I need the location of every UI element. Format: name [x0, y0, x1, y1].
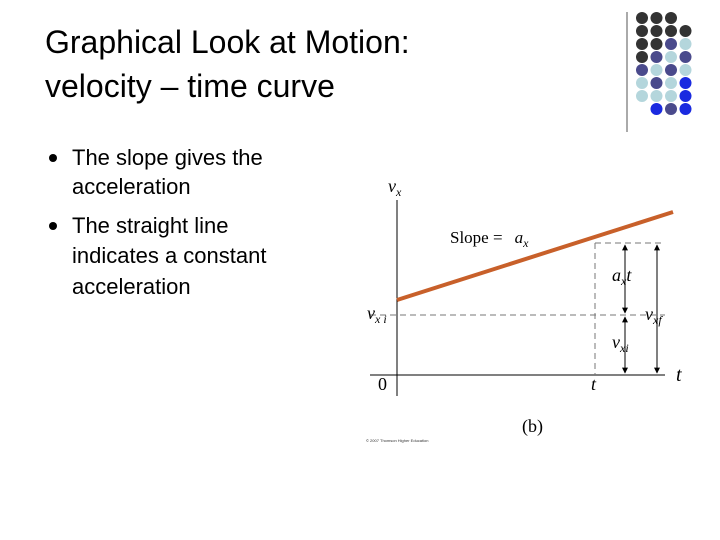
copyright: © 2007 Thomson Higher Education: [366, 438, 428, 443]
decor-dot: [650, 103, 663, 115]
decor-dot: [636, 77, 648, 89]
title: velocity – time curve: [45, 68, 335, 104]
axt-label: axt: [612, 265, 632, 288]
bullet-dot: [49, 222, 57, 230]
decor-dot: [650, 25, 663, 37]
bullet-text: acceleration: [72, 274, 191, 299]
decor-dot: [665, 38, 677, 50]
decoration: [636, 12, 692, 115]
decor-dot: [636, 38, 648, 50]
decor-dot: [665, 12, 677, 24]
decor-dot: [665, 25, 677, 37]
decor-dot: [636, 90, 648, 102]
decor-dot: [636, 64, 648, 76]
caption: (b): [522, 416, 543, 437]
decor-dot: [679, 103, 692, 115]
decor-dot: [650, 51, 663, 63]
decor-dot: [636, 51, 648, 63]
bullet-text: indicates a constant: [72, 243, 266, 268]
decor-dot: [665, 77, 677, 89]
decor-dot: [679, 90, 692, 102]
bullet-text: The straight line: [72, 213, 229, 238]
diagram: vx Slope = ax vx i 0 t t axt vxf vxi (b) …: [366, 176, 682, 443]
decor-dot: [636, 25, 648, 37]
decor-dot: [679, 25, 692, 37]
velocity-line: [396, 210, 674, 302]
decor-dot: [679, 64, 692, 76]
vxi-label: vxi: [612, 332, 629, 355]
vxf-label: vxf: [645, 304, 663, 327]
bullet-text: acceleration: [72, 174, 191, 199]
decor-dot: [650, 77, 663, 89]
x-axis-label: t: [676, 364, 682, 386]
axis-label: vx i: [367, 303, 387, 326]
decor-dot: [679, 51, 692, 63]
title: Graphical Look at Motion:: [45, 24, 410, 60]
decor-dot: [679, 77, 692, 89]
decor-dot: [650, 90, 663, 102]
decor-dot: [650, 38, 663, 50]
axis-label: vx: [388, 176, 402, 199]
decor-dot: [679, 38, 692, 50]
decor-dot: [665, 51, 677, 63]
bullet-text: The slope gives the: [72, 145, 263, 170]
decor-dot: [665, 103, 677, 115]
decor-dot: [650, 12, 663, 24]
decor-dot: [665, 90, 677, 102]
decor-dot: [665, 64, 677, 76]
decor-dot: [650, 64, 663, 76]
t-label: t: [591, 374, 597, 394]
decor-dot: [636, 12, 648, 24]
bullet-dot: [49, 154, 57, 162]
slope-label: Slope = ax: [450, 228, 529, 250]
origin-label: 0: [378, 374, 387, 394]
